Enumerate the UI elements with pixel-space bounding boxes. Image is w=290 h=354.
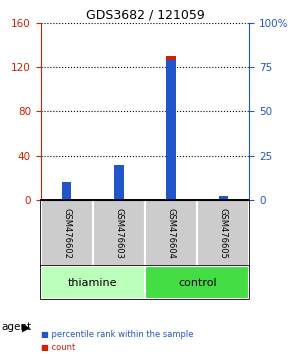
Text: agent: agent [1, 322, 32, 332]
Bar [114, 165, 124, 200]
Bar [41, 200, 93, 266]
Text: thiamine: thiamine [68, 278, 117, 288]
Bar [62, 182, 71, 200]
Text: GSM476602: GSM476602 [62, 208, 71, 258]
Text: ■ percentile rank within the sample: ■ percentile rank within the sample [41, 330, 193, 339]
Text: GSM476605: GSM476605 [219, 208, 228, 258]
Text: ▶: ▶ [22, 322, 30, 332]
Bar [41, 266, 145, 299]
Text: GSM476604: GSM476604 [166, 208, 176, 258]
Bar [219, 196, 228, 200]
Text: GSM476603: GSM476603 [114, 207, 124, 259]
Bar [93, 200, 145, 266]
Bar [197, 200, 249, 266]
Bar [114, 165, 124, 200]
Bar [145, 266, 249, 299]
Bar [166, 60, 176, 200]
Text: control: control [178, 278, 217, 288]
Bar [62, 183, 71, 200]
Bar [145, 200, 197, 266]
Bar [166, 56, 176, 200]
Text: ■ count: ■ count [41, 343, 75, 352]
Title: GDS3682 / 121059: GDS3682 / 121059 [86, 9, 204, 22]
